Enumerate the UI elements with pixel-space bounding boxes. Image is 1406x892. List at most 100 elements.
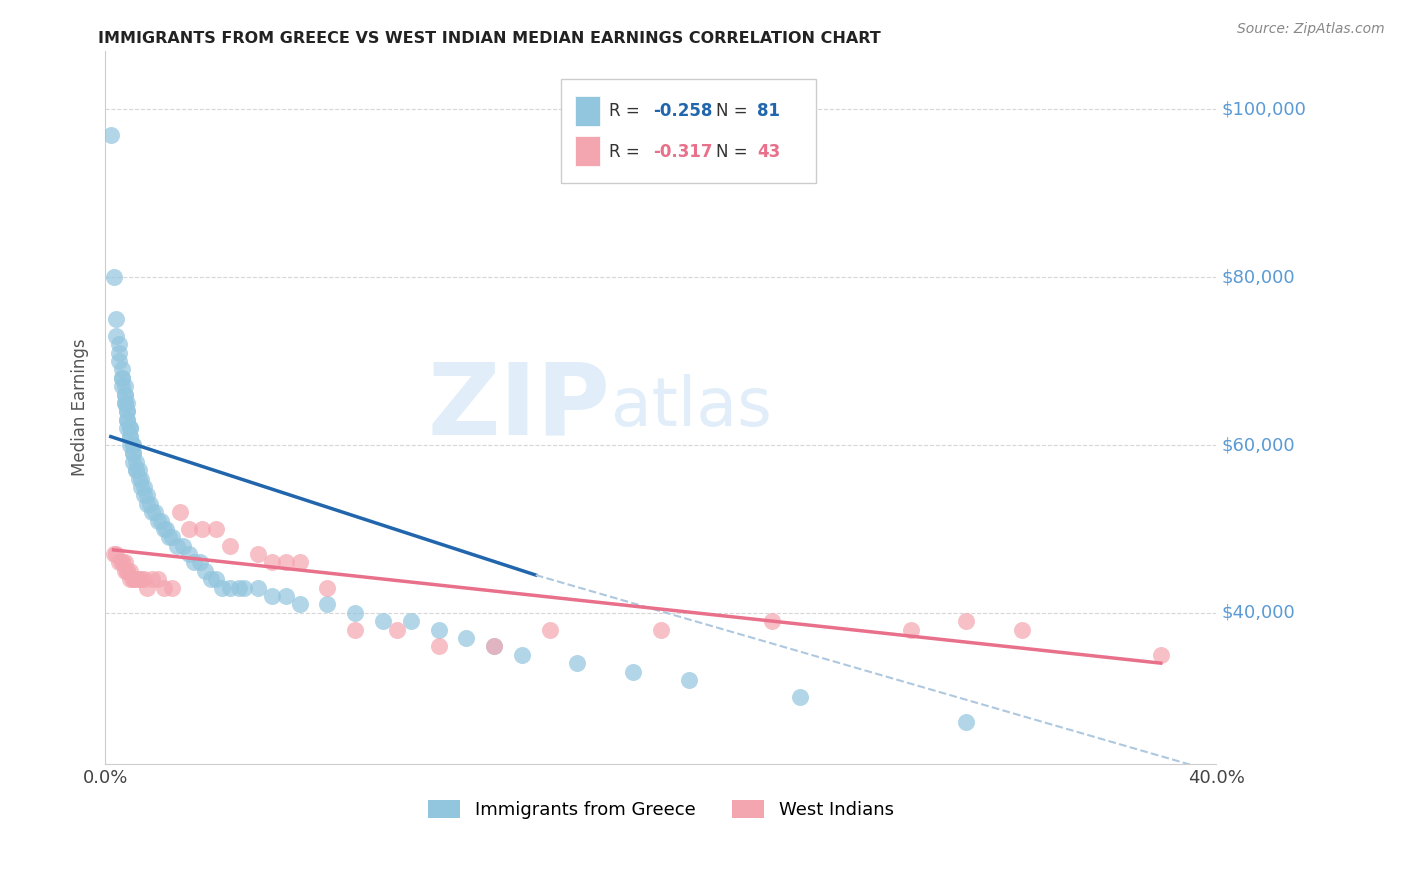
Text: 43: 43 [758,143,780,161]
Point [122,446,145,460]
Point [111,371,134,385]
Point [117,421,139,435]
Point [120,564,142,578]
Point [117,404,139,418]
Point [128,572,150,586]
Point [371,614,394,628]
Point [111,379,134,393]
Text: R =: R = [609,143,644,161]
Point [111,362,134,376]
Point [246,547,269,561]
Point [117,404,139,418]
Point [120,421,142,435]
FancyBboxPatch shape [561,79,817,183]
Point [211,581,233,595]
Point [132,480,155,494]
Text: IMMIGRANTS FROM GREECE VS WEST INDIAN MEDIAN EARNINGS CORRELATION CHART: IMMIGRANTS FROM GREECE VS WEST INDIAN ME… [98,31,882,46]
Point [200,572,222,586]
Text: -0.258: -0.258 [652,102,713,120]
Point [316,581,339,595]
Point [135,581,157,595]
Point [183,556,205,570]
Point [955,614,977,628]
Point [132,572,155,586]
Point [117,564,139,578]
Point [111,371,134,385]
Point [427,640,450,654]
Point [100,128,122,142]
Point [160,581,183,595]
Point [132,488,155,502]
Point [135,497,157,511]
Point [105,312,128,326]
Point [120,421,142,435]
Text: $80,000: $80,000 [1222,268,1295,286]
Point [344,606,367,620]
Point [1150,648,1173,662]
Point [135,488,157,502]
Point [274,556,297,570]
Point [138,497,160,511]
Point [141,505,163,519]
Text: ZIP: ZIP [427,359,610,456]
Point [114,396,136,410]
Point [131,480,153,494]
Point [125,463,148,477]
Point [205,572,228,586]
Point [111,556,134,570]
Point [105,329,128,343]
Point [205,522,228,536]
Point [120,429,142,443]
Point [122,446,145,460]
Point [177,547,200,561]
Point [122,455,145,469]
Text: $40,000: $40,000 [1222,604,1295,622]
Point [108,345,131,359]
Point [114,387,136,401]
Point [120,429,142,443]
Text: $100,000: $100,000 [1222,101,1306,119]
Point [191,522,214,536]
Point [141,572,163,586]
Point [122,438,145,452]
Point [288,556,311,570]
Point [117,564,139,578]
FancyBboxPatch shape [575,136,599,166]
Point [143,505,166,519]
Point [789,690,811,704]
Point [114,556,136,570]
Point [117,413,139,427]
Point [122,572,145,586]
Y-axis label: Median Earnings: Median Earnings [72,338,89,476]
Point [510,648,533,662]
Text: R =: R = [609,102,644,120]
Text: 81: 81 [758,102,780,120]
Point [567,656,589,670]
Point [219,581,242,595]
Point [427,623,450,637]
Point [399,614,422,628]
Point [125,463,148,477]
Point [114,379,136,393]
Point [219,539,242,553]
Point [114,396,136,410]
Point [1011,623,1033,637]
Point [169,505,191,519]
Point [108,354,131,368]
Point [103,547,125,561]
Point [157,530,180,544]
Point [172,539,194,553]
Point [344,623,367,637]
Text: N =: N = [716,143,754,161]
Point [131,572,153,586]
Point [761,614,783,628]
Point [188,556,211,570]
Point [108,337,131,351]
Point [678,673,700,687]
Point [114,387,136,401]
Point [120,572,142,586]
Point [621,665,644,679]
Point [233,581,256,595]
Legend: Immigrants from Greece, West Indians: Immigrants from Greece, West Indians [420,792,901,826]
Point [160,530,183,544]
